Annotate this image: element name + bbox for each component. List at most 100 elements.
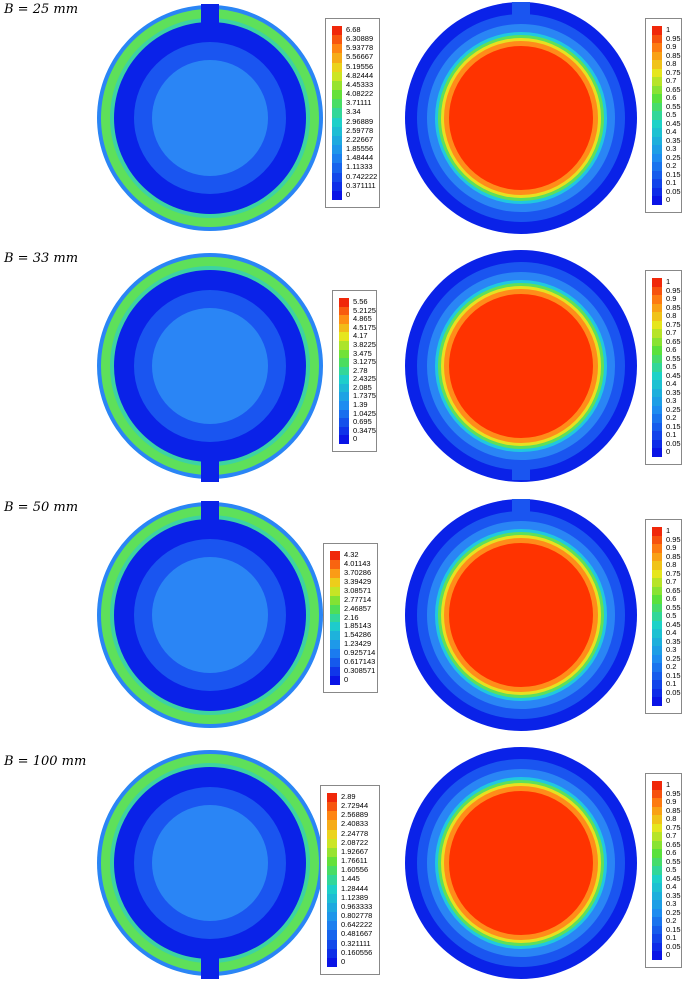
left-contour-plate [97, 501, 323, 728]
legend-value: 2.40833 [341, 819, 369, 829]
legend-swatch [327, 893, 337, 904]
legend-swatch [652, 278, 662, 288]
legend-value: 0.25 [666, 152, 681, 162]
right-contour-plate [405, 2, 637, 234]
legend-value: 0.05 [666, 687, 681, 697]
legend-swatch [652, 891, 662, 901]
legend-swatch [652, 612, 662, 622]
legend-value: 1.39 [353, 400, 368, 410]
legend-swatch [652, 162, 662, 172]
legend-value: 0.5 [666, 865, 677, 875]
legend-value: 0.85 [666, 302, 681, 312]
legend-value: 0.642222 [341, 920, 373, 930]
hot-core [449, 543, 593, 687]
legend-value: 0.95 [666, 33, 681, 43]
legend-value: 0.8 [666, 560, 677, 570]
legend-swatch [652, 688, 662, 698]
legend-swatch [652, 535, 662, 545]
legend-swatch [652, 629, 662, 639]
right-contour-plate [405, 499, 637, 731]
legend-value: 1 [666, 25, 671, 34]
legend-swatch [332, 80, 342, 91]
legend-swatch [330, 613, 340, 623]
legend-swatch [332, 145, 342, 155]
legend-value: 4.32 [344, 550, 359, 559]
legend-value: 0.2 [666, 916, 677, 926]
legend-value: 3.39429 [344, 576, 372, 586]
legend-swatch [652, 60, 662, 70]
right-contour-plate [405, 747, 637, 979]
legend-value: 2.16 [344, 612, 359, 622]
legend-value: 0.7 [666, 831, 677, 841]
legend-value: 0.4 [666, 127, 677, 137]
legend-value: 3.71111 [346, 98, 372, 108]
legend-value: 0.963333 [341, 901, 373, 911]
legend-value: 0.25 [666, 404, 681, 414]
legend-swatch [652, 917, 662, 927]
legend-value: 0 [666, 950, 671, 960]
legend-value: 0.35 [666, 890, 681, 900]
legend-swatch [652, 337, 662, 347]
legend-swatch [652, 603, 662, 613]
legend-swatch [327, 857, 337, 867]
legend-swatch [652, 544, 662, 554]
legend-value: 0.5 [666, 110, 677, 120]
legend-value: 0.6 [666, 594, 677, 604]
legend-value: 2.08722 [341, 837, 369, 847]
legend-swatch [332, 26, 342, 36]
legend-value: 0.308571 [344, 666, 376, 676]
legend-swatch [330, 667, 340, 677]
legend-value: 0.481667 [341, 929, 373, 939]
legend-value: 0.3 [666, 144, 677, 154]
legend-swatch [652, 815, 662, 825]
legend-swatch [652, 196, 662, 206]
legend-value: 0.85 [666, 50, 681, 60]
legend-value: 0.4 [666, 379, 677, 389]
legend-value: 1 [666, 526, 671, 535]
legend-swatch [332, 126, 342, 137]
legend-value: 0.55 [666, 353, 681, 363]
legend-swatch [339, 298, 349, 308]
legend-value: 0.2 [666, 161, 677, 171]
legend-value: 2.89 [341, 792, 356, 801]
legend-swatch [327, 948, 337, 959]
legend-swatch [652, 951, 662, 961]
legend-swatch [652, 295, 662, 305]
right-colorbar-legend: 1 0.95 0.9 0.85 0.8 0.75 0.7 0.65 0.6 0.55 0.5 0.45… [645, 773, 682, 968]
legend-value: 5.2125 [353, 305, 376, 315]
legend-swatch [339, 409, 349, 419]
legend-swatch [332, 172, 342, 183]
right-contour-plate [405, 250, 637, 482]
legend-swatch [652, 303, 662, 313]
legend-value: 0.5 [666, 611, 677, 621]
legend-swatch [652, 346, 662, 356]
legend-swatch [330, 649, 340, 659]
legend-value: 1.445 [341, 874, 360, 884]
legend-swatch [652, 697, 662, 707]
legend-swatch [652, 34, 662, 44]
legend-value: 1.7375 [353, 391, 376, 401]
legend-swatch [652, 552, 662, 562]
legend-value: 2.24778 [341, 828, 369, 838]
legend-value: 0.55 [666, 602, 681, 612]
legend-value: 4.08222 [346, 89, 374, 99]
legend-swatch [330, 676, 340, 686]
legend-value: 0 [341, 956, 346, 966]
legend-swatch [327, 829, 337, 840]
legend-swatch [327, 875, 337, 886]
legend-value: 0.3475 [353, 425, 376, 435]
legend-swatch [652, 595, 662, 605]
legend-swatch [652, 388, 662, 398]
legend-value: 0.9 [666, 42, 677, 52]
legend-value: 0.75 [666, 568, 681, 578]
legend-value: 0.6 [666, 93, 677, 103]
legend-value: 4.865 [353, 314, 372, 324]
legend-value: 3.34 [346, 107, 361, 117]
legend-swatch [339, 315, 349, 325]
legend-swatch [652, 680, 662, 690]
legend-value: 0.05 [666, 438, 681, 448]
legend-swatch [332, 154, 342, 164]
legend-value: 0.85 [666, 551, 681, 561]
legend-value: 2.22667 [346, 134, 374, 144]
legend-value: 0.05 [666, 186, 681, 196]
